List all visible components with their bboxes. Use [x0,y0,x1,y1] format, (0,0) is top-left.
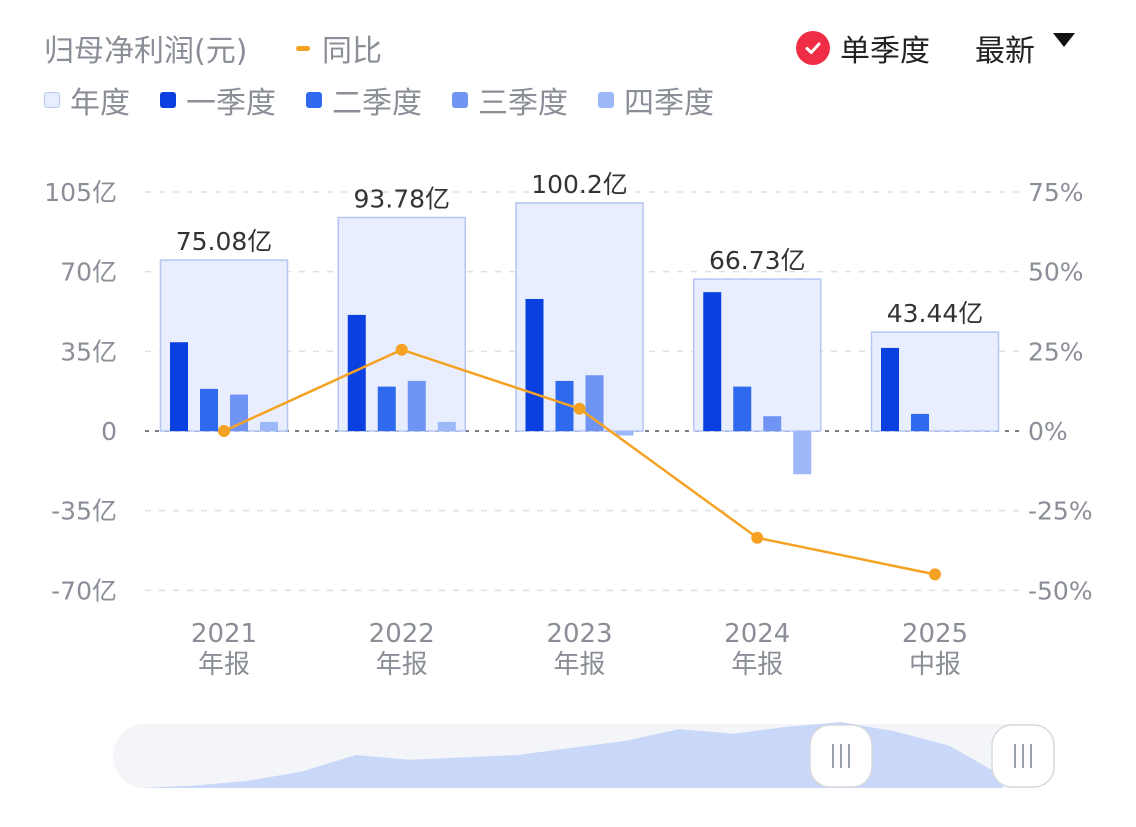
single-quarter-label: 单季度 [840,34,930,69]
annual-value-label: 100.2亿 [531,170,628,199]
legend-swatch-q3 [452,92,468,108]
legend-swatch-annual [44,92,60,108]
annual-value-label: 93.78亿 [353,185,450,214]
checkmark-icon [796,31,830,65]
quarter-bar-q2 [200,388,218,431]
quarter-bar-q1 [703,292,722,431]
single-quarter-toggle[interactable]: 单季度 [796,26,930,70]
navigator-left-handle[interactable] [809,724,873,788]
quarter-bar-q4 [793,431,812,475]
x-tick-period: 年报 [376,650,428,680]
quarter-bar-q4 [437,421,456,431]
yoy-legend[interactable]: 同比 [296,26,382,70]
quarter-bar-q3 [407,380,426,431]
y-left-tick-label: 35亿 [60,337,117,366]
x-tick-year: 2023 [546,619,612,649]
quarter-bar-q3 [230,394,248,431]
y-right-tick-label: -25% [1028,497,1093,526]
legend-item-annual[interactable]: 年度 [44,78,130,122]
legend-swatch-q4 [598,92,614,108]
legend-label: 二季度 [332,86,422,121]
x-tick-year: 2022 [369,619,435,649]
legend-item-q1[interactable]: 一季度 [160,78,276,122]
quarter-bar-q4 [615,431,634,436]
yoy-line-icon [296,45,310,51]
y-left-tick-label: 70亿 [60,258,117,287]
legend-swatch-q2 [306,92,322,108]
legend-swatch-q1 [160,92,176,108]
legend-label: 三季度 [478,86,568,121]
y-right-tick-label: 75% [1028,178,1084,207]
y-left-tick-label: -70亿 [51,576,117,605]
quarter-bar-q2 [911,413,929,431]
period-dropdown[interactable]: 最新 [975,26,1075,70]
x-tick-period: 年报 [553,650,605,680]
y-left-tick-label: 0 [101,417,117,446]
x-tick-period: 年报 [198,650,250,680]
legend: 年度 一季度 二季度 三季度 四季度 [44,78,744,122]
quarter-bar-q2 [555,380,574,431]
quarter-bar-q1 [170,342,188,431]
quarter-bar-q4 [260,421,278,431]
y-right-tick-label: 50% [1028,258,1084,287]
quarter-bar-q3 [763,416,782,431]
annual-value-label: 66.73亿 [709,246,806,275]
quarter-bar-q1 [881,347,899,431]
triangle-down-icon [1053,33,1075,47]
yoy-point [395,343,408,356]
quarter-bar-q1 [525,298,544,431]
yoy-point [929,568,941,581]
yoy-point [573,402,586,415]
y-right-tick-label: 25% [1028,337,1084,366]
legend-label: 四季度 [624,86,714,121]
legend-label: 一季度 [186,86,276,121]
legend-item-q4[interactable]: 四季度 [598,78,714,122]
yoy-legend-label: 同比 [322,34,382,69]
x-tick-period: 中报 [909,650,961,680]
quarter-bar-q1 [347,314,366,431]
annual-value-label: 75.08亿 [176,227,273,256]
legend-label: 年度 [70,86,130,121]
yoy-point [218,425,230,437]
x-tick-year: 2021 [191,619,257,649]
period-dropdown-label: 最新 [975,34,1035,69]
y-left-tick-label: 105亿 [44,178,117,207]
x-tick-year: 2024 [724,619,790,649]
legend-item-q2[interactable]: 二季度 [306,78,422,122]
y-right-tick-label: -50% [1028,576,1093,605]
yoy-point [751,531,764,544]
x-tick-year: 2025 [902,619,968,649]
navigator-right-handle[interactable] [991,724,1055,788]
quarter-bar-q2 [733,386,752,431]
y-left-tick-label: -35亿 [51,497,117,526]
navigator-area [140,722,1003,788]
x-tick-period: 年报 [731,650,783,680]
quarter-bar-q2 [377,386,396,431]
y-right-tick-label: 0% [1028,417,1068,446]
chart-title: 归母净利润(元) [44,34,248,69]
legend-item-q3[interactable]: 三季度 [452,78,568,122]
annual-value-label: 43.44亿 [887,299,984,328]
